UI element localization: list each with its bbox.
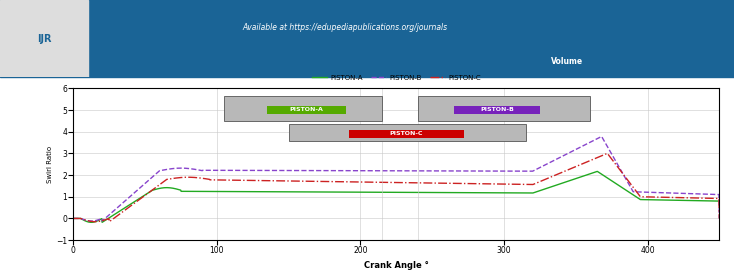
PISTON-A xyxy=(207,190,216,193)
Line: PISTON-B: PISTON-B xyxy=(73,137,719,221)
X-axis label: Crank Angle °: Crank Angle ° xyxy=(364,261,429,270)
PISTON-C xyxy=(207,178,216,182)
PISTON-B xyxy=(207,169,216,172)
PISTON-B xyxy=(69,217,78,220)
Text: PISTON-C: PISTON-C xyxy=(390,131,424,136)
PISTON-A xyxy=(333,190,342,194)
Bar xyxy=(454,106,540,114)
Line: PISTON-C: PISTON-C xyxy=(73,153,719,222)
PISTON-C xyxy=(311,180,320,183)
Text: Octo: Octo xyxy=(550,81,570,89)
Text: PISTON-B: PISTON-B xyxy=(480,107,514,112)
Y-axis label: Swirl Ratio: Swirl Ratio xyxy=(47,146,54,183)
Text: PISTON-A: PISTON-A xyxy=(290,107,324,112)
Legend: PISTON-A, PISTON-B, PISTON-C: PISTON-A, PISTON-B, PISTON-C xyxy=(310,72,483,84)
PISTON-B xyxy=(336,169,345,172)
Bar xyxy=(0,0,88,77)
PISTON-C xyxy=(333,180,342,183)
Bar xyxy=(224,96,382,121)
PISTON-C xyxy=(715,217,724,220)
Bar xyxy=(418,96,590,121)
PISTON-B xyxy=(333,169,342,172)
PISTON-C xyxy=(106,219,115,222)
Text: IJR: IJR xyxy=(37,34,51,44)
PISTON-B xyxy=(715,217,724,220)
PISTON-C xyxy=(603,152,611,155)
Bar xyxy=(267,106,346,114)
PISTON-B xyxy=(510,169,519,173)
PISTON-A xyxy=(69,217,78,220)
Bar xyxy=(349,130,464,138)
Bar xyxy=(288,124,526,142)
PISTON-C xyxy=(69,217,78,220)
PISTON-B xyxy=(106,212,115,215)
PISTON-B xyxy=(597,135,606,138)
PISTON-A xyxy=(311,190,320,194)
PISTON-A xyxy=(106,215,115,219)
PISTON-A xyxy=(715,200,724,203)
Line: PISTON-A: PISTON-A xyxy=(73,171,719,222)
PISTON-A xyxy=(593,170,602,173)
PISTON-B xyxy=(311,169,320,172)
PISTON-A xyxy=(336,190,345,194)
Text: Available at https://edupediapublications.org/journals: Available at https://edupediapublication… xyxy=(242,23,448,31)
PISTON-C xyxy=(510,183,519,186)
Text: Volume: Volume xyxy=(550,57,583,66)
PISTON-C xyxy=(90,220,99,223)
PISTON-C xyxy=(336,180,345,184)
PISTON-B xyxy=(87,219,95,223)
PISTON-A xyxy=(510,191,519,195)
PISTON-A xyxy=(87,221,95,224)
